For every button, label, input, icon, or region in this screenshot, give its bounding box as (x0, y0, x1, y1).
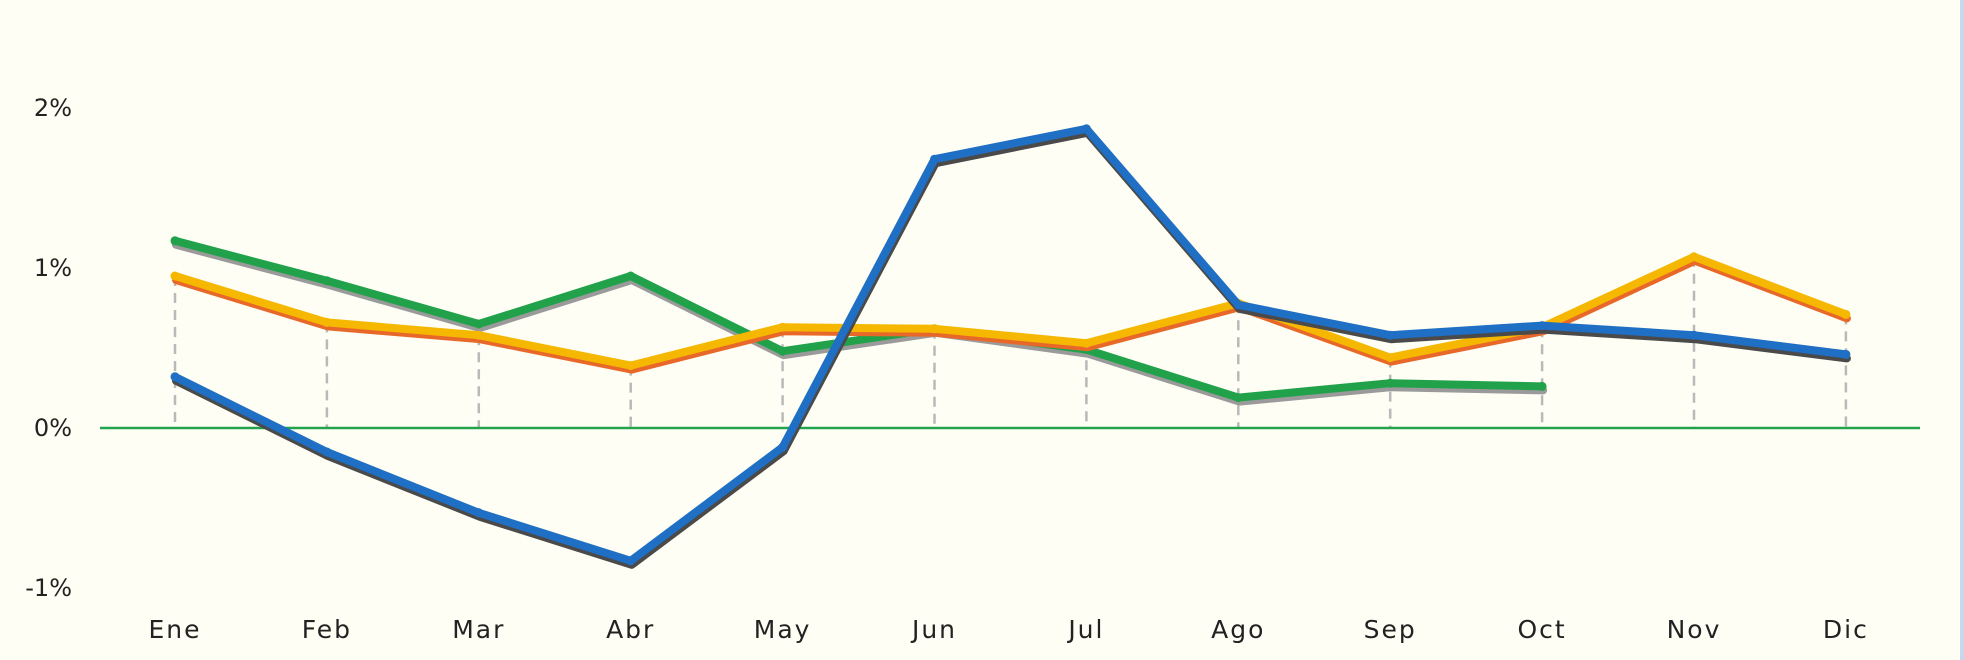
data-point (322, 447, 332, 457)
data-point (930, 154, 939, 164)
x-tick-label: Ene (148, 615, 201, 644)
data-point (930, 324, 939, 334)
data-point (1081, 124, 1091, 134)
data-point (322, 276, 332, 286)
x-axis-ticks: Ene Feb Mar Abr May Jun Jul Ago Sep Oct Nov Dic (148, 615, 1869, 644)
data-point (1537, 321, 1547, 331)
data-point (1385, 353, 1395, 363)
series-line (171, 236, 1547, 402)
data-point (1689, 252, 1699, 262)
data-point (1385, 330, 1395, 340)
x-tick-label: Nov (1667, 615, 1722, 644)
series-line (171, 124, 1850, 565)
series-layer (170, 124, 1851, 569)
series-shadow-line (172, 128, 1851, 569)
data-point (1385, 378, 1395, 388)
data-point (1841, 309, 1851, 319)
data-point (626, 271, 636, 281)
x-tick-label: Mar (452, 615, 505, 644)
x-tick-label: Feb (302, 615, 352, 644)
y-tick-label: 0% (34, 414, 72, 442)
data-point (1081, 338, 1091, 348)
x-tick-label: Dic (1823, 615, 1869, 644)
data-point (778, 442, 788, 452)
y-axis-ticks: 2% 1% 0% -1% (25, 94, 72, 602)
data-point (778, 322, 788, 332)
data-point (170, 372, 180, 382)
data-point (1233, 393, 1243, 403)
x-tick-label: Jun (910, 615, 957, 644)
data-point (474, 508, 484, 518)
x-tick-label: Oct (1517, 615, 1566, 644)
data-point (626, 361, 636, 371)
x-tick-label: Abr (606, 615, 655, 644)
data-point (170, 271, 180, 281)
x-tick-label: May (754, 615, 812, 644)
data-point (474, 330, 484, 340)
series-line (171, 252, 1850, 370)
data-point (1841, 349, 1851, 359)
data-point (778, 346, 788, 356)
drop-lines (173, 256, 1848, 428)
y-tick-label: 2% (34, 94, 72, 122)
data-point (322, 317, 332, 327)
y-tick-label: -1% (25, 574, 72, 602)
x-tick-label: Ago (1211, 615, 1265, 644)
y-tick-label: 1% (34, 254, 72, 282)
data-point (1689, 330, 1699, 340)
data-point (474, 319, 484, 329)
x-tick-label: Jul (1066, 615, 1104, 644)
data-point (626, 556, 636, 566)
data-point (1537, 381, 1547, 391)
data-point (170, 236, 180, 246)
x-tick-label: Sep (1364, 615, 1417, 644)
data-point (1233, 300, 1243, 310)
